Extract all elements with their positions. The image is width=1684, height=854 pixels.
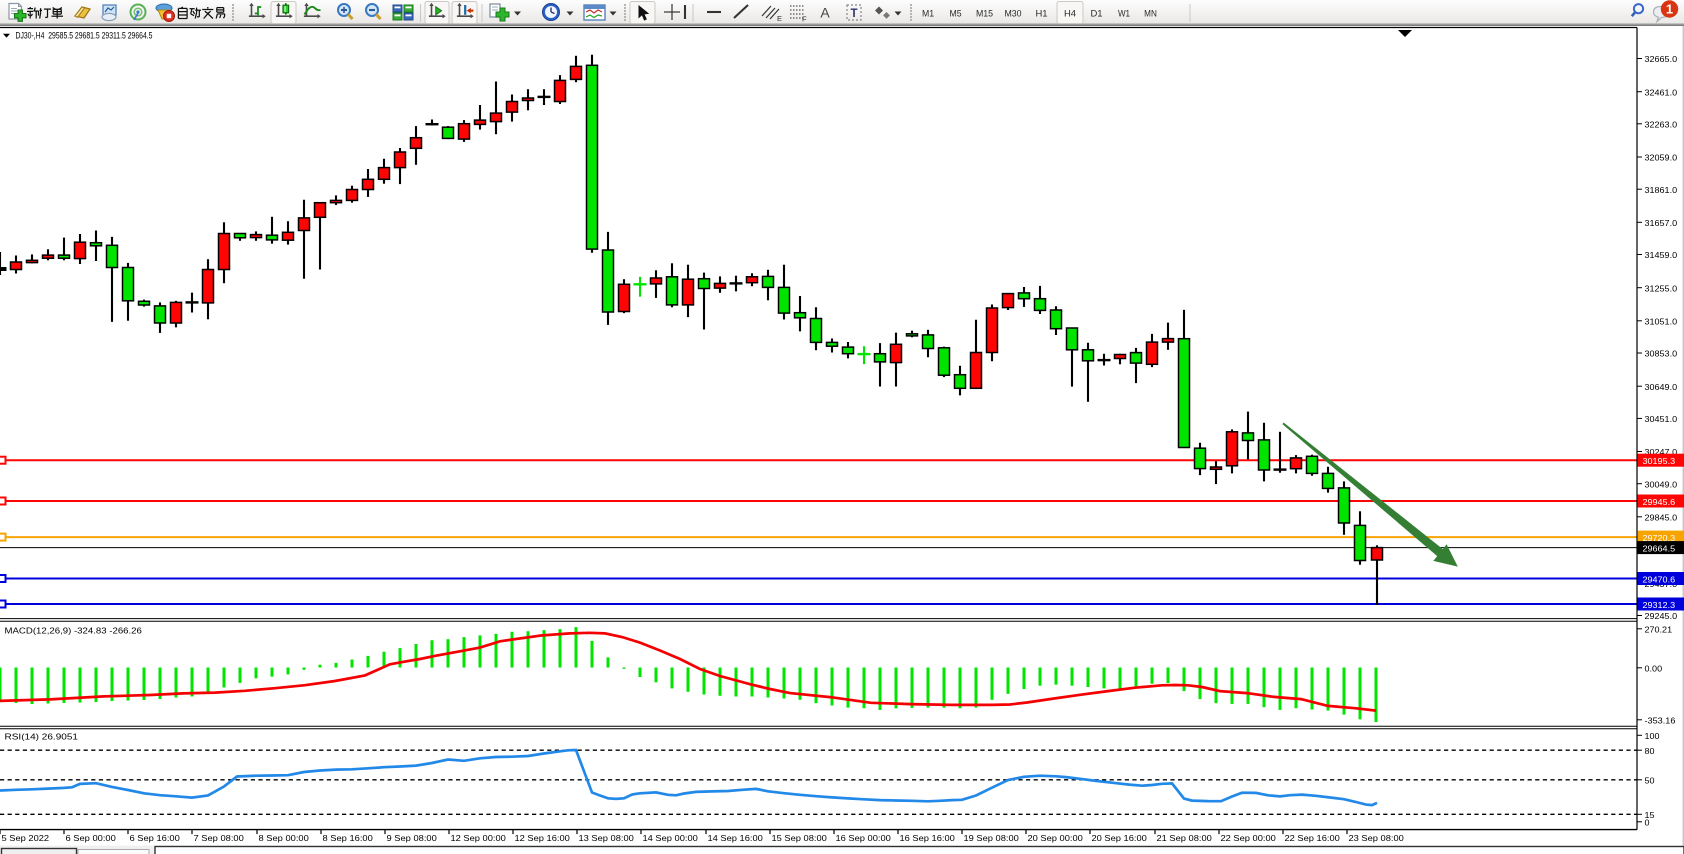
svg-text:W1: W1: [1118, 9, 1130, 20]
svg-text:H4: H4: [1064, 9, 1076, 20]
svg-text:F: F: [802, 15, 807, 24]
svg-text:21 Sep 08:00: 21 Sep 08:00: [1157, 833, 1213, 843]
svg-text:6 Sep 16:00: 6 Sep 16:00: [130, 833, 181, 843]
svg-text:30247.0: 30247.0: [1645, 447, 1678, 457]
svg-text:29245.0: 29245.0: [1645, 611, 1678, 621]
svg-text:29312.3: 29312.3: [1643, 600, 1676, 610]
svg-text:12 Sep 16:00: 12 Sep 16:00: [515, 833, 571, 843]
svg-text:15: 15: [1645, 810, 1655, 820]
svg-text:31459.0: 31459.0: [1645, 250, 1678, 260]
svg-text:19 Sep 08:00: 19 Sep 08:00: [964, 833, 1020, 843]
svg-text:22 Sep 00:00: 22 Sep 00:00: [1221, 833, 1277, 843]
svg-text:100: 100: [1645, 731, 1660, 741]
svg-text:M1: M1: [922, 9, 934, 20]
svg-text:30195.3: 30195.3: [1643, 456, 1676, 466]
svg-text:20 Sep 00:00: 20 Sep 00:00: [1028, 833, 1084, 843]
svg-text:270.21: 270.21: [1645, 624, 1673, 634]
svg-text:15 Sep 08:00: 15 Sep 08:00: [772, 833, 828, 843]
svg-text:14 Sep 16:00: 14 Sep 16:00: [708, 833, 764, 843]
svg-text:29470.6: 29470.6: [1643, 574, 1676, 584]
svg-text:32059.0: 32059.0: [1645, 153, 1678, 163]
svg-text:M30: M30: [1004, 9, 1021, 20]
svg-text:0.00: 0.00: [1645, 663, 1663, 673]
svg-text:32665.0: 32665.0: [1645, 54, 1678, 64]
svg-text:0: 0: [1645, 817, 1650, 827]
svg-text:31657.0: 31657.0: [1645, 218, 1678, 228]
svg-text:22 Sep 16:00: 22 Sep 16:00: [1285, 833, 1341, 843]
svg-text:32263.0: 32263.0: [1645, 119, 1678, 129]
svg-text:MACD(12,26,9) -324.83 -266.26: MACD(12,26,9) -324.83 -266.26: [5, 626, 143, 636]
svg-text:8 Sep 16:00: 8 Sep 16:00: [323, 833, 374, 843]
svg-text:D1: D1: [1090, 9, 1102, 20]
svg-text:9 Sep 08:00: 9 Sep 08:00: [387, 833, 438, 843]
svg-text:29845.0: 29845.0: [1645, 512, 1678, 522]
svg-text:H1: H1: [1035, 9, 1047, 20]
svg-text:23 Sep 08:00: 23 Sep 08:00: [1349, 833, 1405, 843]
svg-text:M5: M5: [949, 9, 961, 20]
svg-text:A: A: [820, 5, 830, 21]
svg-text:31051.0: 31051.0: [1645, 316, 1678, 326]
svg-text:MN: MN: [1144, 9, 1157, 20]
svg-text:16 Sep 00:00: 16 Sep 00:00: [836, 833, 892, 843]
svg-text:31255.0: 31255.0: [1645, 283, 1678, 293]
svg-text:50: 50: [1645, 775, 1655, 785]
svg-text:E: E: [777, 14, 782, 23]
svg-text:-353.16: -353.16: [1645, 715, 1676, 725]
svg-text:20 Sep 16:00: 20 Sep 16:00: [1092, 833, 1148, 843]
svg-text:6 Sep 00:00: 6 Sep 00:00: [66, 833, 117, 843]
svg-text:RSI(14) 26.9051: RSI(14) 26.9051: [5, 732, 79, 742]
svg-text:7 Sep 08:00: 7 Sep 08:00: [194, 833, 245, 843]
svg-text:80: 80: [1645, 746, 1655, 756]
svg-text:31861.0: 31861.0: [1645, 185, 1678, 195]
svg-text:M15: M15: [976, 9, 993, 20]
svg-text:16 Sep 16:00: 16 Sep 16:00: [900, 833, 956, 843]
svg-text:14 Sep 00:00: 14 Sep 00:00: [643, 833, 699, 843]
svg-text:8 Sep 00:00: 8 Sep 00:00: [259, 833, 310, 843]
svg-text:30853.0: 30853.0: [1645, 349, 1678, 359]
svg-text:29945.6: 29945.6: [1643, 497, 1676, 507]
svg-text:30649.0: 30649.0: [1645, 382, 1678, 392]
svg-text:DJ30-,H4 29585.5 29681.5 2931: DJ30-,H4 29585.5 29681.5 29311.5 29664.5: [16, 31, 153, 41]
svg-text:32461.0: 32461.0: [1645, 87, 1678, 97]
svg-text:13 Sep 08:00: 13 Sep 08:00: [579, 833, 635, 843]
svg-text:29664.5: 29664.5: [1643, 543, 1676, 553]
svg-text:1: 1: [1666, 2, 1673, 17]
svg-text:30049.0: 30049.0: [1645, 479, 1678, 489]
svg-text:12 Sep 00:00: 12 Sep 00:00: [451, 833, 507, 843]
svg-text:T: T: [851, 8, 858, 20]
svg-text:30451.0: 30451.0: [1645, 414, 1678, 424]
svg-text:5 Sep 2022: 5 Sep 2022: [2, 833, 50, 843]
svg-text:29720.3: 29720.3: [1643, 533, 1676, 543]
